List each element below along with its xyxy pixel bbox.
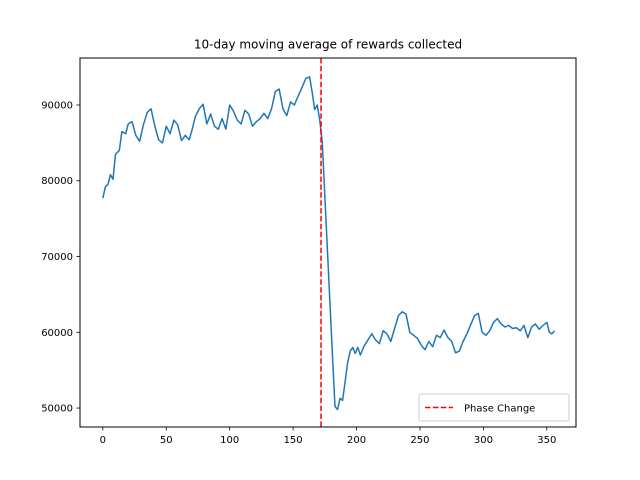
y-tick-label: 50000 <box>41 404 73 415</box>
legend-label-phase-change: Phase Change <box>464 404 535 415</box>
plot-area <box>79 57 577 428</box>
series-line-0 <box>102 76 556 411</box>
x-tick-label: 350 <box>537 435 556 446</box>
y-tick-label: 90000 <box>41 100 73 111</box>
legend-box <box>418 393 570 422</box>
y-tick-label: 70000 <box>41 252 73 263</box>
legend: Phase Change <box>418 393 570 422</box>
x-tick-label: 100 <box>220 435 239 446</box>
x-tick-label: 200 <box>347 435 366 446</box>
series-layer <box>102 76 556 411</box>
x-tick-label: 300 <box>474 435 493 446</box>
y-tick-label: 60000 <box>41 328 73 339</box>
axes-frame <box>79 57 577 428</box>
chart-title: 10-day moving average of rewards collect… <box>194 38 462 52</box>
x-tick-label: 0 <box>100 435 106 446</box>
y-axis: 50000 60000 70000 80000 90000 <box>41 100 80 415</box>
x-tick-label: 250 <box>410 435 429 446</box>
x-axis: 0 50 100 150 200 250 300 350 <box>100 427 556 446</box>
x-tick-label: 150 <box>284 435 303 446</box>
x-tick-label: 50 <box>160 435 173 446</box>
y-tick-label: 80000 <box>41 176 73 187</box>
